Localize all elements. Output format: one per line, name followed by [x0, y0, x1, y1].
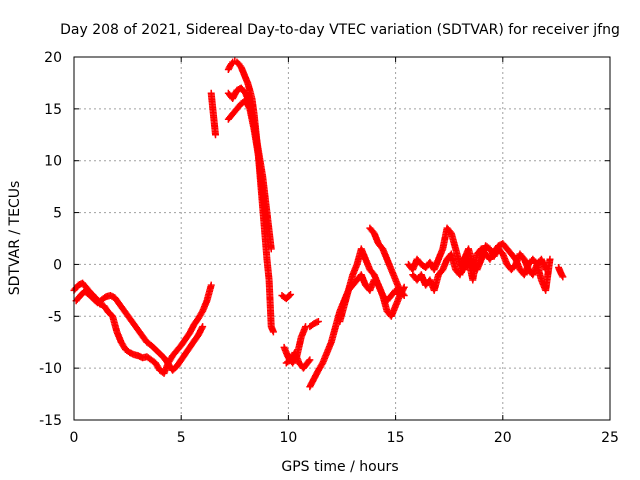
data-point — [546, 255, 554, 263]
data-point — [199, 323, 207, 331]
y-tick-label: -15 — [39, 413, 62, 429]
data-point — [542, 266, 550, 274]
data-point — [287, 291, 295, 299]
data-point — [263, 224, 271, 232]
data-point — [399, 290, 407, 298]
data-point — [314, 317, 322, 325]
x-tick-label: 15 — [387, 430, 405, 446]
y-tick-label: 20 — [44, 50, 62, 66]
y-tick-label: 5 — [53, 206, 62, 222]
data-point — [306, 356, 314, 364]
data-point — [285, 292, 293, 300]
plot-frame — [73, 56, 611, 421]
y-axis-title: SDTVAR / TECUs — [7, 181, 23, 296]
data-point — [559, 273, 567, 281]
data-point — [305, 357, 313, 365]
x-tick-label: 5 — [177, 430, 186, 446]
data-point — [207, 281, 215, 289]
x-tick-label: 10 — [279, 430, 297, 446]
data-series-sdtvar — [70, 57, 567, 391]
y-tick-label: -10 — [39, 361, 62, 377]
data-point — [267, 245, 275, 253]
axis-ticks: 0 5 10 15 20 25 -15 -10 -5 0 5 10 15 20 — [39, 50, 619, 446]
y-tick-label: 10 — [44, 154, 62, 170]
data-point — [212, 131, 220, 139]
x-tick-label: 25 — [601, 430, 619, 446]
y-tick-label: -5 — [48, 309, 62, 325]
x-tick-label: 0 — [70, 430, 79, 446]
x-axis-title: GPS time / hours — [281, 459, 398, 475]
data-point — [269, 328, 277, 336]
data-point — [400, 292, 408, 300]
y-tick-label: 0 — [53, 257, 62, 273]
y-tick-label: 15 — [44, 102, 62, 118]
chart-title: Day 208 of 2021, Sidereal Day-to-day VTE… — [60, 22, 620, 38]
x-tick-label: 20 — [494, 430, 512, 446]
